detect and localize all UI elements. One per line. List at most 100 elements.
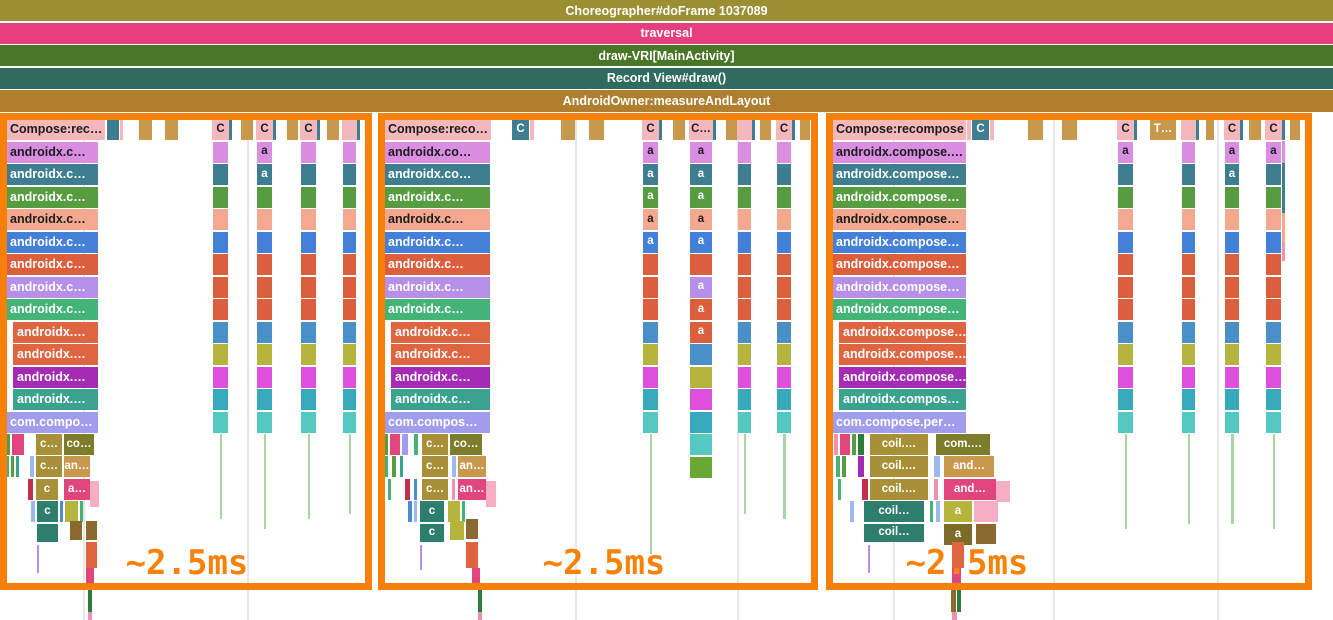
- spike-segment[interactable]: [777, 321, 791, 343]
- spike-segment[interactable]: [690, 389, 712, 410]
- spike-segment[interactable]: [257, 231, 272, 253]
- flame-row-label[interactable]: androidx.c…: [391, 321, 490, 343]
- spike-segment[interactable]: [1182, 411, 1195, 433]
- spike-segment[interactable]: [777, 389, 791, 410]
- flame-block[interactable]: [1028, 119, 1043, 140]
- spike-cap[interactable]: [342, 119, 357, 140]
- flame-block[interactable]: c…: [422, 434, 448, 455]
- flame-block[interactable]: [241, 119, 253, 140]
- spike-segment[interactable]: [738, 209, 751, 230]
- spike-segment[interactable]: [213, 321, 228, 343]
- flame-block[interactable]: [408, 501, 412, 522]
- flame-block[interactable]: [952, 568, 961, 588]
- spike-cap[interactable]: [737, 119, 752, 140]
- spike-segment[interactable]: a: [1266, 141, 1281, 163]
- flame-block[interactable]: [957, 590, 961, 612]
- spike-segment[interactable]: [1118, 254, 1133, 275]
- spike-segment[interactable]: [1118, 344, 1133, 365]
- flame-block[interactable]: [561, 119, 575, 140]
- spike-segment[interactable]: [301, 141, 316, 163]
- spike-segment[interactable]: [213, 276, 228, 298]
- flame-block[interactable]: [930, 501, 933, 522]
- spike-segment[interactable]: [1118, 389, 1133, 410]
- flame-block[interactable]: [86, 568, 94, 588]
- flame-block[interactable]: c…: [36, 456, 62, 477]
- flame-block[interactable]: and…: [944, 479, 996, 500]
- flame-block[interactable]: [726, 119, 738, 140]
- spike-segment[interactable]: [1225, 344, 1239, 365]
- spike-segment[interactable]: [1225, 276, 1239, 298]
- flame-block[interactable]: [12, 434, 24, 455]
- spike-segment[interactable]: [738, 389, 751, 410]
- spike-segment[interactable]: a: [690, 141, 712, 163]
- spike-cap[interactable]: C: [1117, 119, 1134, 140]
- spike-segment[interactable]: [213, 164, 228, 185]
- flame-row-label[interactable]: androidx.c…: [384, 254, 490, 275]
- frame-slice[interactable]: Choreographer#doFrame 1037089: [0, 0, 1333, 22]
- flame-block[interactable]: a: [944, 524, 972, 545]
- spike-segment[interactable]: [1118, 276, 1133, 298]
- flame-block[interactable]: an…: [458, 479, 486, 500]
- flame-block[interactable]: T…: [1150, 119, 1176, 140]
- flame-block[interactable]: [1282, 141, 1285, 163]
- flame-row-label[interactable]: androidx.co…: [384, 164, 490, 185]
- flame-block[interactable]: [420, 545, 422, 570]
- spike-segment[interactable]: [643, 389, 658, 410]
- flame-block[interactable]: [80, 501, 83, 522]
- spike-segment[interactable]: [213, 389, 228, 410]
- spike-segment[interactable]: [1266, 366, 1281, 388]
- flame-block[interactable]: [862, 479, 868, 500]
- spike-segment[interactable]: [343, 411, 356, 433]
- flame-row-label[interactable]: androidx.c…: [6, 164, 98, 185]
- spike-segment[interactable]: [301, 276, 316, 298]
- spike-segment[interactable]: [1266, 344, 1281, 365]
- spike-segment[interactable]: [690, 411, 712, 433]
- spike-segment[interactable]: [1182, 299, 1195, 320]
- spike-segment[interactable]: [738, 254, 751, 275]
- spike-segment[interactable]: [213, 254, 228, 275]
- spike-segment[interactable]: [257, 321, 272, 343]
- flame-row-label[interactable]: androidx.c…: [6, 254, 98, 275]
- flame-block[interactable]: [6, 434, 10, 455]
- spike-segment[interactable]: [343, 164, 356, 185]
- flame-row-compose[interactable]: Compose:reco…: [384, 119, 491, 140]
- flame-row-label[interactable]: androidx.compose…: [839, 344, 966, 365]
- spike-segment[interactable]: [1182, 344, 1195, 365]
- spike-segment[interactable]: [643, 254, 658, 275]
- spike-segment[interactable]: a: [690, 164, 712, 185]
- spike-segment[interactable]: [738, 276, 751, 298]
- flame-block[interactable]: [850, 501, 854, 522]
- spike-segment[interactable]: [1118, 231, 1133, 253]
- spike-segment[interactable]: a: [690, 299, 712, 320]
- flame-block[interactable]: [120, 119, 123, 140]
- flame-block[interactable]: com.…: [936, 434, 990, 455]
- spike-segment[interactable]: [343, 209, 356, 230]
- flame-block[interactable]: [31, 501, 35, 522]
- spike-segment[interactable]: [301, 209, 316, 230]
- spike-segment[interactable]: a: [257, 164, 272, 185]
- spike-segment[interactable]: [1225, 389, 1239, 410]
- spike-segment[interactable]: [1266, 164, 1281, 185]
- flame-block[interactable]: [976, 524, 996, 544]
- flame-block[interactable]: [90, 481, 99, 507]
- flame-row-label[interactable]: androidx.compose…: [832, 231, 966, 253]
- spike-segment[interactable]: [1266, 254, 1281, 275]
- spike-segment[interactable]: [690, 434, 712, 455]
- spike-segment[interactable]: a: [1225, 141, 1239, 163]
- flame-block[interactable]: [450, 521, 464, 540]
- flame-row-label[interactable]: androidx.c…: [391, 344, 490, 365]
- spike-segment[interactable]: [1225, 411, 1239, 433]
- flame-block[interactable]: [1282, 243, 1285, 261]
- spike-segment[interactable]: [1266, 231, 1281, 253]
- flame-row-label[interactable]: androidx.c…: [6, 276, 98, 298]
- flame-block[interactable]: [70, 521, 82, 540]
- flame-block[interactable]: [60, 501, 63, 522]
- spike-segment[interactable]: [643, 276, 658, 298]
- flame-block[interactable]: [834, 434, 838, 455]
- spike-segment[interactable]: [643, 344, 658, 365]
- spike-segment[interactable]: [1266, 186, 1281, 208]
- spike-segment[interactable]: [643, 411, 658, 433]
- flame-row-label[interactable]: com.compose.per…: [832, 411, 966, 433]
- flame-block[interactable]: [934, 456, 940, 477]
- spike-segment[interactable]: a: [690, 276, 712, 298]
